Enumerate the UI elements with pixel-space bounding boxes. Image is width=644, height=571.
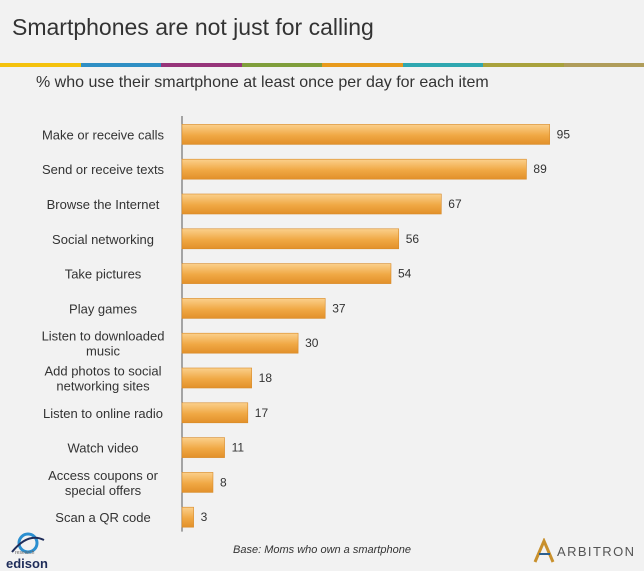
color-stripe — [0, 63, 644, 67]
category-label: Add photos to social networking sites — [44, 364, 161, 394]
arbitron-logo: ARBITRON — [533, 538, 641, 564]
category-label: Listen to online radio — [43, 406, 163, 421]
bar — [181, 158, 527, 180]
bar-value-label: 37 — [332, 301, 346, 315]
stripe-segment — [483, 63, 564, 67]
bar — [181, 193, 442, 215]
category-label: Make or receive calls — [42, 127, 165, 142]
category-label: Browse the Internet — [47, 197, 160, 212]
edison-logo-sub: research — [15, 550, 35, 556]
category-label-line: special offers — [65, 483, 142, 498]
edison-logo-text: edison — [6, 556, 48, 571]
bar — [181, 472, 214, 493]
category-label-line: networking sites — [56, 379, 150, 394]
bar — [181, 263, 392, 284]
bar-value-label: 89 — [533, 162, 547, 176]
bar-value-label: 17 — [255, 406, 269, 420]
category-label-line: Browse the Internet — [47, 197, 160, 212]
bar-value-label: 56 — [406, 232, 420, 246]
arbitron-logo-icon — [533, 538, 555, 563]
bar-value-label: 30 — [305, 336, 319, 350]
stripe-segment — [402, 63, 483, 67]
edison-logo-icon — [11, 532, 45, 554]
bar — [181, 506, 194, 528]
category-label: Listen to downloaded music — [42, 329, 165, 359]
bar-value-label: 67 — [448, 197, 462, 211]
category-label: Play games — [69, 301, 137, 316]
category-label: Watch video — [67, 441, 138, 456]
footnote: Base: Moms who own a smartphone — [233, 544, 411, 556]
bar-value-label: 3 — [201, 510, 208, 524]
arbitron-logo-text: ARBITRON — [557, 544, 636, 559]
bar — [181, 124, 550, 145]
stripe-segment — [80, 63, 161, 67]
stripe-segment — [241, 63, 322, 67]
bar-value-label: 11 — [232, 441, 245, 455]
category-label-line: Listen to online radio — [43, 406, 163, 421]
category-label: Take pictures — [65, 267, 142, 282]
category-label: Scan a QR code — [55, 510, 150, 525]
chart-subtitle: % who use their smartphone at least once… — [36, 74, 489, 91]
bar — [181, 367, 252, 389]
category-label-line: Watch video — [67, 441, 138, 456]
stripe-segment — [563, 63, 644, 67]
bar-value-label: 54 — [398, 267, 412, 281]
stripe-segment — [0, 63, 81, 67]
category-label: Social networking — [52, 232, 154, 247]
bar — [181, 402, 249, 424]
category-label-line: Play games — [69, 301, 137, 316]
bar — [181, 437, 225, 458]
stripe-segment — [322, 63, 403, 67]
bar-value-label: 18 — [259, 371, 273, 385]
category-label-line: Take pictures — [65, 267, 142, 282]
category-label-line: Add photos to social — [44, 364, 161, 379]
category-label-line: Send or receive texts — [42, 162, 165, 177]
bar-value-label: 8 — [220, 475, 227, 489]
edison-logo: research edison — [2, 530, 62, 571]
category-label: Send or receive texts — [42, 162, 165, 177]
category-label-line: Make or receive calls — [42, 127, 165, 142]
category-label-line: Access coupons or — [48, 468, 159, 483]
bar — [181, 332, 299, 354]
category-label: Access coupons or special offers — [48, 468, 159, 498]
chart-title: Smartphones are not just for calling — [12, 14, 374, 40]
stripe-segment — [161, 63, 242, 67]
category-label-line: Scan a QR code — [55, 510, 150, 525]
bar — [181, 228, 400, 250]
bar-value-label: 95 — [557, 127, 571, 141]
category-label-line: music — [86, 344, 120, 359]
category-label-line: Social networking — [52, 232, 154, 247]
category-label-line: Listen to downloaded — [42, 329, 165, 344]
bar — [181, 298, 326, 319]
